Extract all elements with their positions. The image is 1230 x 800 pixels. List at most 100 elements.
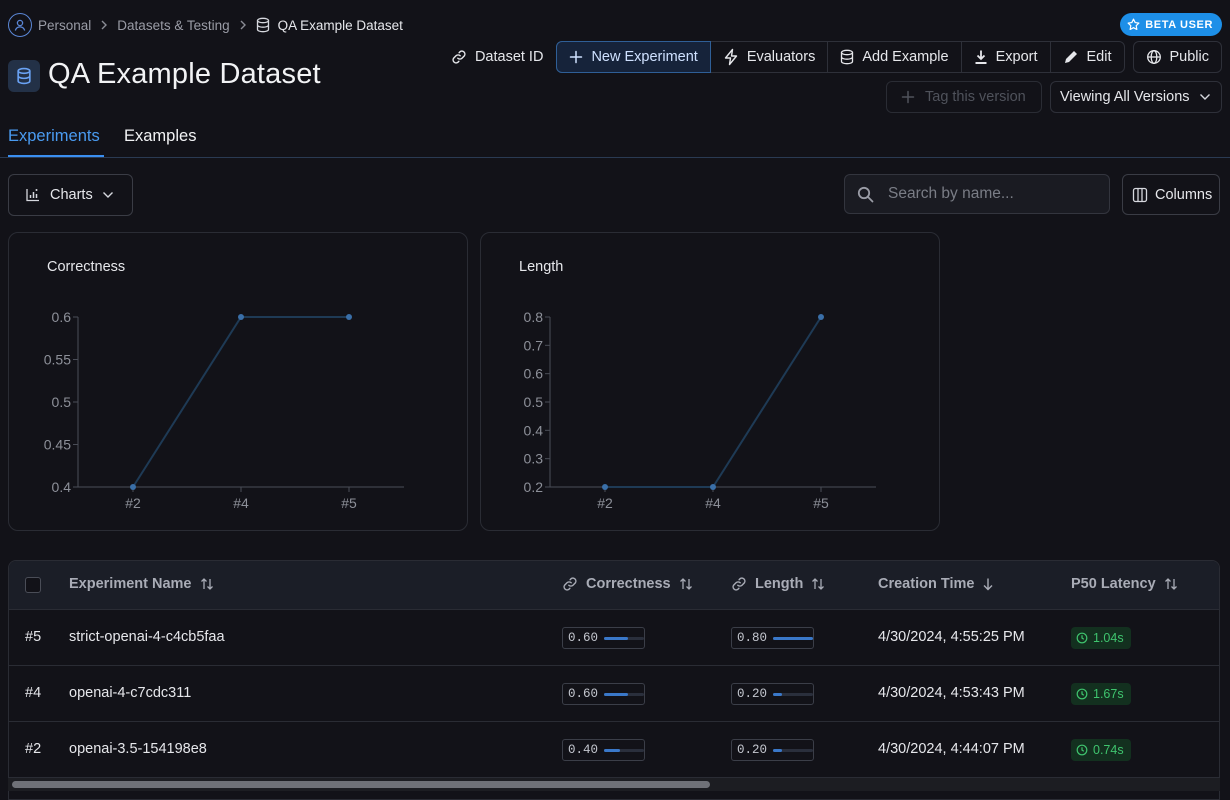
tab-examples[interactable]: Examples — [124, 127, 197, 145]
header-label: Creation Time — [878, 576, 975, 592]
header-label: P50 Latency — [1071, 576, 1156, 592]
beta-user-badge[interactable]: BETA USER — [1120, 13, 1222, 36]
sort-icon[interactable] — [1164, 577, 1178, 591]
y-tick-label: 0.8 — [524, 309, 544, 325]
user-icon[interactable] — [8, 13, 32, 37]
scrollbar-thumb[interactable] — [12, 781, 710, 788]
table-row[interactable]: #2 openai-3.5-154198e8 0.40 0.20 4/30/20… — [9, 722, 1219, 778]
score-value: 0.60 — [568, 687, 599, 701]
export-label: Export — [995, 49, 1038, 65]
data-point — [602, 484, 608, 490]
score-bar — [773, 636, 814, 640]
table-row[interactable]: #5 strict-openai-4-c4cb5faa 0.60 0.80 4/… — [9, 610, 1219, 666]
x-tick-label: #2 — [125, 495, 141, 511]
star-icon — [1127, 18, 1140, 31]
sort-icon[interactable] — [200, 577, 214, 591]
y-tick-label: 0.6 — [524, 366, 544, 382]
latency-badge: 0.74s — [1071, 739, 1131, 761]
y-tick-label: 0.5 — [524, 394, 544, 410]
link-icon — [451, 49, 467, 65]
x-tick-label: #4 — [233, 495, 249, 511]
y-tick-label: 0.4 — [524, 422, 544, 438]
evaluators-label: Evaluators — [746, 49, 816, 65]
add-example-button[interactable]: Add Example — [828, 42, 962, 72]
evaluators-button[interactable]: Evaluators — [711, 42, 829, 72]
creation-time: 4/30/2024, 4:55:25 PM — [878, 629, 1025, 645]
toolbar: Dataset ID New Experiment Evaluators Add… — [438, 41, 1222, 73]
charts-label: Charts — [50, 187, 93, 203]
active-tab-indicator — [8, 155, 104, 157]
header-correctness[interactable]: Correctness — [562, 576, 693, 592]
link-icon — [562, 576, 578, 592]
length-score: 0.20 — [731, 739, 815, 761]
chart-title: Correctness — [47, 259, 126, 275]
correctness-score: 0.60 — [562, 683, 646, 705]
header-creation-time[interactable]: Creation Time — [878, 576, 994, 592]
pencil-icon — [1063, 49, 1079, 65]
data-point — [238, 314, 244, 320]
data-point — [346, 314, 352, 320]
correctness-score: 0.40 — [562, 739, 646, 761]
experiment-name[interactable]: strict-openai-4-c4cb5faa — [69, 629, 225, 645]
correctness-chart: 0.6 0.55 0.5 0.45 0.4 #2 #4 #5 — [44, 309, 404, 511]
tag-version-button[interactable]: Tag this version — [886, 81, 1042, 113]
header-length[interactable]: Length — [731, 576, 825, 592]
length-chart: 0.8 0.7 0.6 0.5 0.4 0.3 0.2 #2 #4 #5 — [524, 309, 876, 511]
horizontal-scrollbar[interactable] — [8, 778, 1220, 791]
columns-label: Columns — [1155, 186, 1213, 203]
select-all-checkbox[interactable] — [25, 577, 41, 593]
edit-button[interactable]: Edit — [1051, 42, 1124, 72]
search-box — [844, 174, 1110, 214]
table-row[interactable]: #4 openai-4-c7cdc311 0.60 0.20 4/30/2024… — [9, 666, 1219, 722]
columns-button[interactable]: Columns — [1122, 174, 1220, 215]
score-bar — [604, 636, 645, 640]
y-tick-label: 0.6 — [52, 309, 72, 325]
search-icon — [857, 186, 874, 203]
add-example-label: Add Example — [862, 49, 949, 65]
y-tick-label: 0.55 — [44, 352, 71, 368]
header-label: Correctness — [586, 576, 671, 592]
export-button[interactable]: Export — [962, 42, 1051, 72]
edit-label: Edit — [1086, 49, 1112, 65]
public-button[interactable]: Public — [1132, 41, 1222, 73]
latency-value: 1.67s — [1093, 687, 1124, 701]
latency-badge: 1.04s — [1071, 627, 1131, 649]
breadcrumb-current: QA Example Dataset — [256, 17, 403, 33]
chart-icon — [25, 187, 41, 203]
breadcrumb-datasets-testing[interactable]: Datasets & Testing — [117, 17, 230, 33]
row-id: #2 — [25, 741, 42, 757]
length-score: 0.20 — [731, 683, 815, 705]
y-tick-label: 0.45 — [44, 437, 71, 453]
globe-icon — [1146, 49, 1162, 65]
chevron-right-icon — [239, 20, 247, 30]
tab-bar: Experiments Examples — [0, 121, 1230, 158]
chevron-down-icon — [1199, 93, 1211, 101]
header-p50-latency[interactable]: P50 Latency — [1071, 576, 1178, 592]
charts-dropdown[interactable]: Charts — [8, 174, 133, 216]
sort-icon[interactable] — [679, 577, 693, 591]
header-experiment-name[interactable]: Experiment Name — [69, 576, 214, 592]
x-tick-label: #2 — [597, 495, 613, 511]
sort-desc-icon[interactable] — [982, 577, 994, 591]
clock-icon — [1076, 744, 1088, 756]
new-experiment-button[interactable]: New Experiment — [556, 41, 711, 73]
action-button-group: New Experiment Evaluators Add Example Ex… — [556, 41, 1125, 73]
version-controls: Tag this version Viewing All Versions — [886, 81, 1222, 113]
score-bar — [604, 748, 645, 752]
correctness-chart-card: Correctness 0.6 0.55 0.5 0.45 0.4 #2 #4 #5 — [8, 232, 468, 531]
x-tick-label: #5 — [813, 495, 829, 511]
sort-icon[interactable] — [811, 577, 825, 591]
version-select[interactable]: Viewing All Versions — [1050, 81, 1222, 113]
dataset-id-button[interactable]: Dataset ID — [438, 41, 557, 73]
tab-experiments[interactable]: Experiments — [8, 127, 100, 145]
creation-time: 4/30/2024, 4:44:07 PM — [878, 741, 1025, 757]
download-icon — [974, 49, 988, 65]
breadcrumb-dataset-name: QA Example Dataset — [277, 17, 403, 33]
y-tick-label: 0.3 — [524, 451, 544, 467]
experiment-name[interactable]: openai-3.5-154198e8 — [69, 741, 207, 757]
score-value: 0.60 — [568, 631, 599, 645]
search-input[interactable] — [888, 185, 1098, 203]
experiment-name[interactable]: openai-4-c7cdc311 — [69, 685, 192, 701]
score-bar-fill — [773, 692, 783, 696]
breadcrumb-personal[interactable]: Personal — [38, 17, 92, 33]
